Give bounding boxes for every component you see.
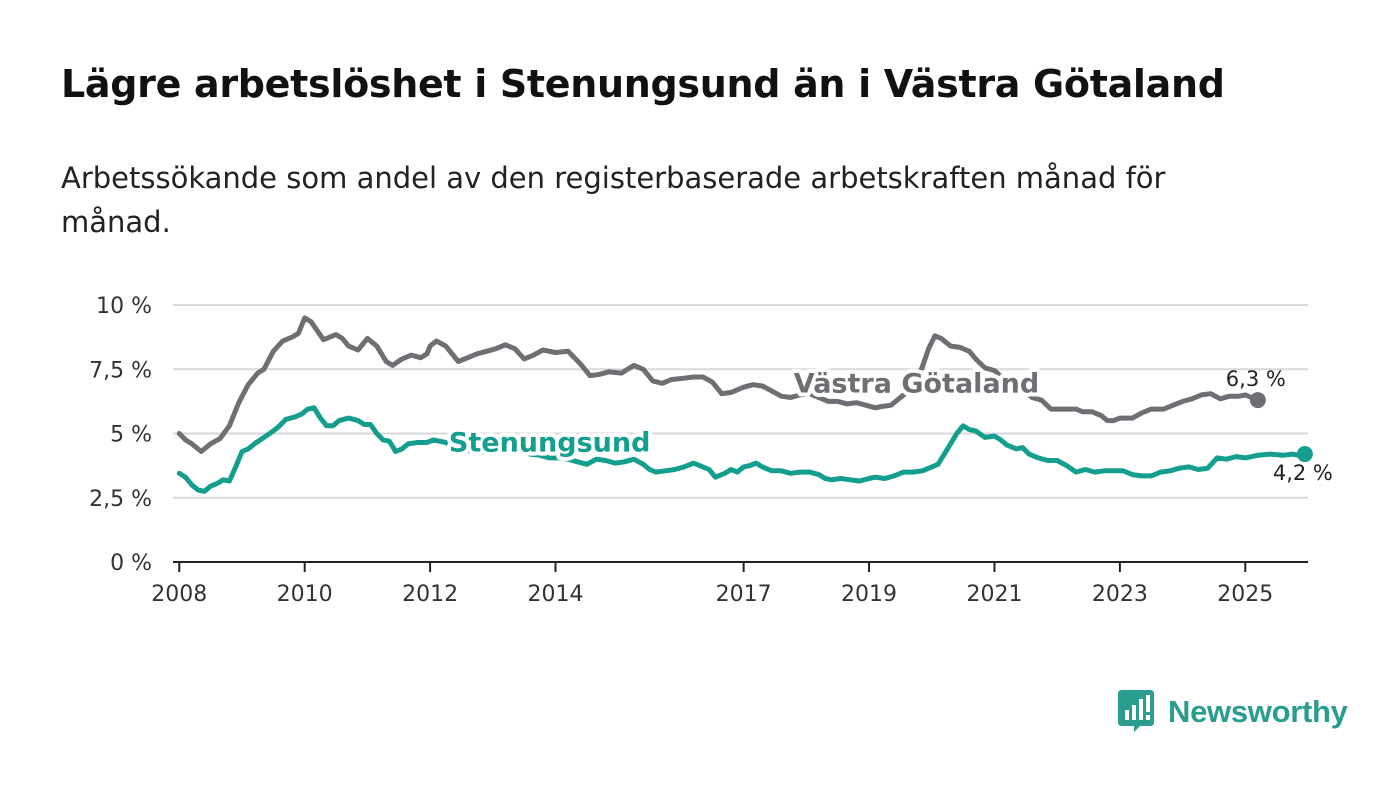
end-marker-stenungsund [1296,446,1313,463]
series-label-vastra-gotaland: Västra Götaland [794,368,1039,399]
brand-logo: Newsworthy [1118,690,1348,734]
x-tick-label: 2019 [841,582,897,607]
x-tick-label: 2008 [151,582,207,607]
x-tick-label: 2025 [1217,582,1273,607]
end-label-vastra-gotaland: 6,3 % [1226,367,1286,391]
end-marker-vastra-gotaland [1249,392,1266,409]
brand-name: Newsworthy [1168,694,1348,729]
end-label-stenungsund: 4,2 % [1273,461,1333,485]
y-tick-label: 7,5 % [89,358,152,383]
x-tick-label: 2023 [1092,582,1148,607]
y-tick-label: 5 % [110,423,152,448]
x-tick-label: 2014 [528,582,584,607]
y-tick-label: 2,5 % [89,487,152,512]
series-line-stenungsund [176,405,1308,494]
newsworthy-logo-icon [1118,690,1154,732]
chart-subtitle: Arbetssökande som andel av den registerb… [61,161,1166,239]
x-tick-label: 2021 [966,582,1022,607]
series-line-vastra-gotaland [176,315,1261,454]
x-tick-label: 2010 [277,582,333,607]
x-tick-label: 2012 [402,582,458,607]
chart-title: Lägre arbetslöshet i Stenungsund än i Vä… [61,62,1225,106]
series-label-stenungsund: Stenungsund [449,427,651,458]
y-tick-label: 0 % [110,551,152,576]
y-tick-label: 10 % [96,294,152,319]
x-tick-label: 2017 [716,582,772,607]
